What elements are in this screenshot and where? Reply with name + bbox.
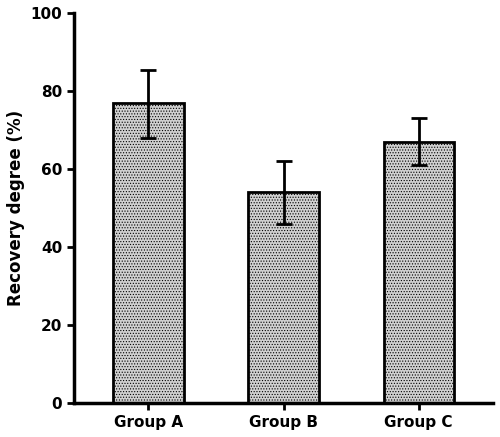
Bar	[384, 142, 454, 403]
Bar	[248, 192, 318, 403]
Bar	[114, 103, 184, 403]
Y-axis label: Recovery degree (%): Recovery degree (%)	[7, 110, 25, 306]
